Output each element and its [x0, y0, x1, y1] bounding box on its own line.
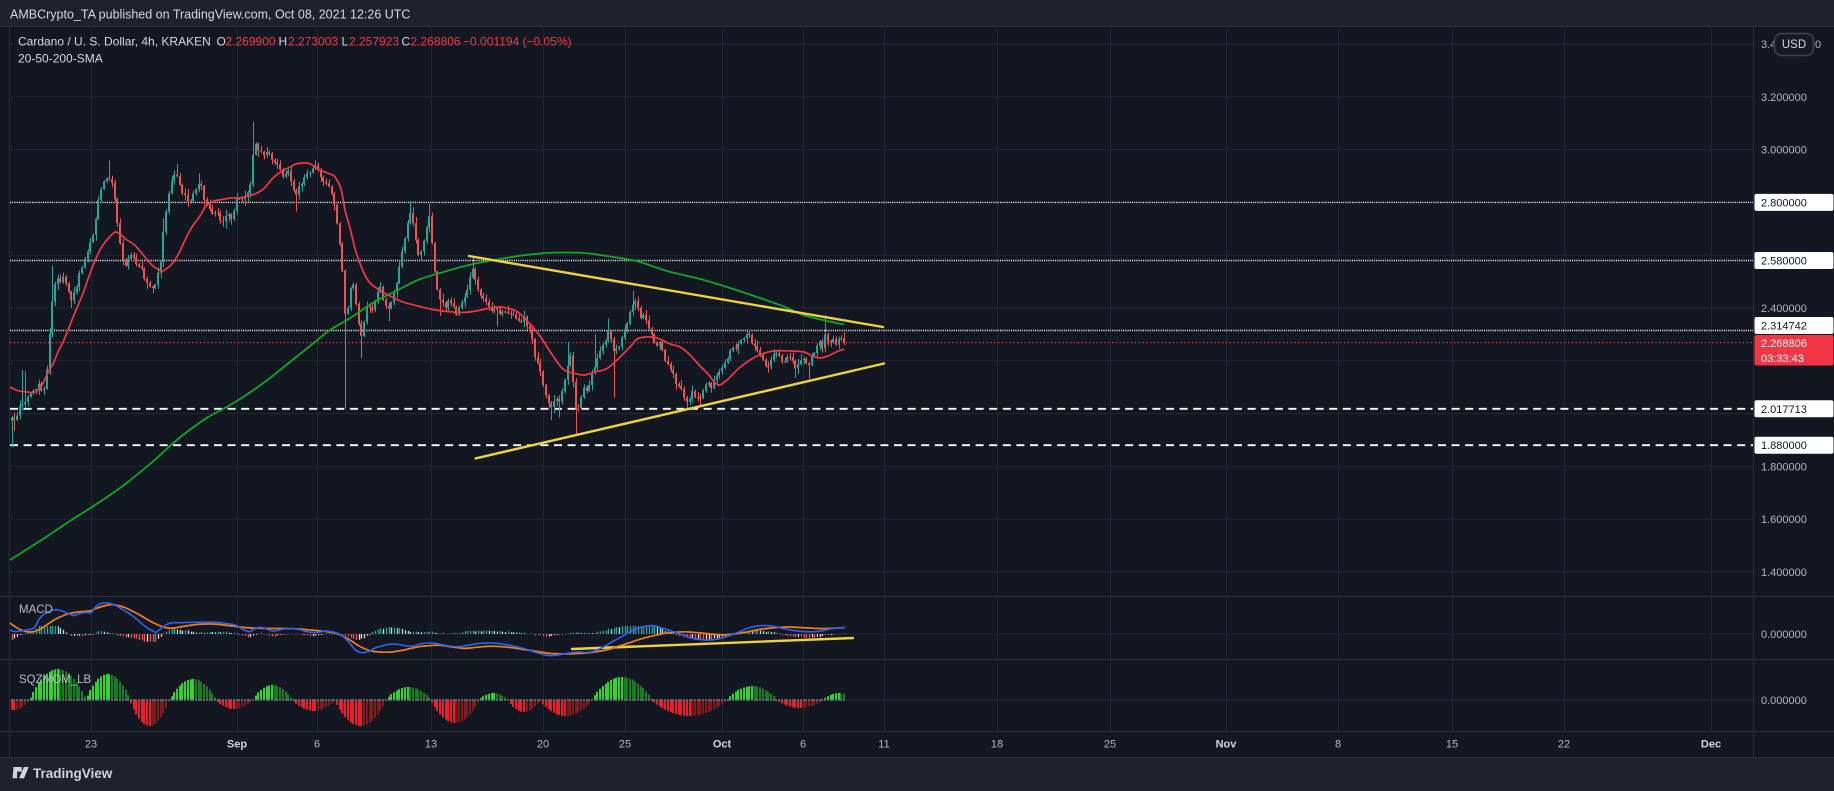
svg-text:H: H	[279, 35, 288, 49]
svg-text:Nov: Nov	[1216, 739, 1238, 751]
svg-text:2.273003: 2.273003	[288, 35, 338, 49]
svg-text:2.268806: 2.268806	[411, 35, 461, 49]
svg-text:2.800000: 2.800000	[1761, 197, 1807, 209]
svg-text:USD: USD	[1782, 39, 1806, 51]
svg-text:8: 8	[1335, 739, 1341, 751]
svg-text:Dec: Dec	[1701, 739, 1721, 751]
svg-text:15: 15	[1446, 739, 1458, 751]
svg-text:L: L	[342, 35, 349, 49]
svg-text:1.880000: 1.880000	[1761, 440, 1807, 452]
svg-text:11: 11	[878, 739, 889, 751]
svg-text:2.268806: 2.268806	[1761, 338, 1807, 350]
svg-text:O: O	[217, 35, 226, 49]
svg-text:2.269900: 2.269900	[226, 35, 276, 49]
svg-text:13: 13	[425, 739, 437, 751]
svg-text:1.600000: 1.600000	[1761, 514, 1807, 526]
svg-text:2.017713: 2.017713	[1761, 404, 1807, 416]
svg-text:3.4: 3.4	[1761, 39, 1776, 51]
svg-text:AMBCrypto_TA published on Trad: AMBCrypto_TA published on TradingView.co…	[10, 8, 410, 22]
svg-text:Cardano / U. S. Dollar, 4h, KR: Cardano / U. S. Dollar, 4h, KRAKEN	[18, 35, 211, 49]
svg-text:6: 6	[314, 739, 320, 751]
svg-text:TradingView: TradingView	[33, 766, 113, 781]
svg-text:22: 22	[1558, 739, 1570, 751]
svg-text:Sep: Sep	[227, 739, 247, 751]
svg-text:2.257923: 2.257923	[349, 35, 399, 49]
svg-text:03:33:43: 03:33:43	[1761, 353, 1804, 365]
svg-text:3.200000: 3.200000	[1761, 92, 1807, 104]
svg-text:6: 6	[800, 739, 806, 751]
svg-text:1.400000: 1.400000	[1761, 567, 1807, 579]
svg-text:20: 20	[537, 739, 549, 751]
svg-text:1.800000: 1.800000	[1761, 461, 1807, 473]
svg-text:C: C	[402, 35, 411, 49]
svg-text:18: 18	[991, 739, 1003, 751]
svg-text:0.000000: 0.000000	[1761, 629, 1807, 641]
svg-text:20-50-200-SMA: 20-50-200-SMA	[18, 52, 103, 66]
svg-text:2.580000: 2.580000	[1761, 256, 1807, 268]
svg-text:−0.001194 (−0.05%): −0.001194 (−0.05%)	[463, 35, 572, 49]
svg-text:2.400000: 2.400000	[1761, 303, 1807, 315]
svg-text:23: 23	[85, 739, 97, 751]
svg-text:3.000000: 3.000000	[1761, 145, 1807, 157]
svg-text:Oct: Oct	[713, 739, 732, 751]
svg-text:MACD: MACD	[19, 604, 53, 616]
svg-text:2.314742: 2.314742	[1761, 321, 1807, 333]
svg-text:0: 0	[1815, 39, 1821, 51]
svg-text:SQZMOM_LB: SQZMOM_LB	[19, 674, 92, 686]
svg-text:25: 25	[1104, 739, 1116, 751]
svg-text:25: 25	[619, 739, 631, 751]
svg-text:0.000000: 0.000000	[1761, 695, 1807, 707]
